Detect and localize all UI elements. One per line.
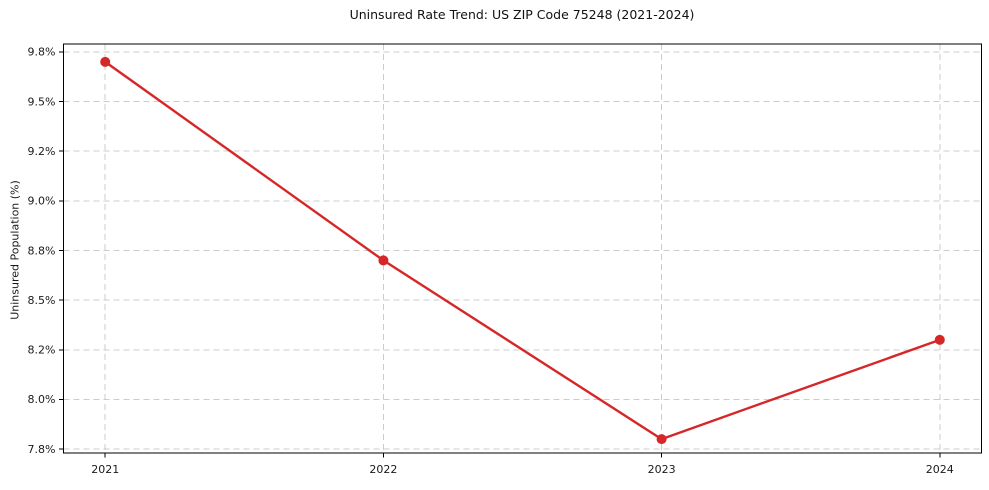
x-tick-label: 2023 <box>648 463 676 476</box>
plot-border <box>63 43 982 454</box>
y-tick-label: 8.5% <box>28 294 56 307</box>
y-tick-label: 8.8% <box>28 244 56 257</box>
x-tick-label: 2021 <box>91 463 119 476</box>
data-point-2021 <box>100 56 111 67</box>
trend-line <box>104 60 941 441</box>
x-tick-label: 2024 <box>926 463 954 476</box>
y-tick-label: 7.8% <box>28 443 56 456</box>
x-tick-label: 2022 <box>369 463 397 476</box>
y-tick-label: 8.2% <box>28 344 56 357</box>
data-point-2024 <box>934 334 945 345</box>
y-tick-label: 9.8% <box>28 46 56 59</box>
y-tick-label: 9.5% <box>28 95 56 108</box>
data-point-2023 <box>656 434 667 445</box>
y-tick-label: 8.0% <box>28 393 56 406</box>
chart-title: Uninsured Rate Trend: US ZIP Code 75248 … <box>349 7 695 22</box>
y-tick-label: 9.2% <box>28 145 56 158</box>
y-tick-label: 9.0% <box>28 195 56 208</box>
data-point-2022 <box>378 255 389 266</box>
